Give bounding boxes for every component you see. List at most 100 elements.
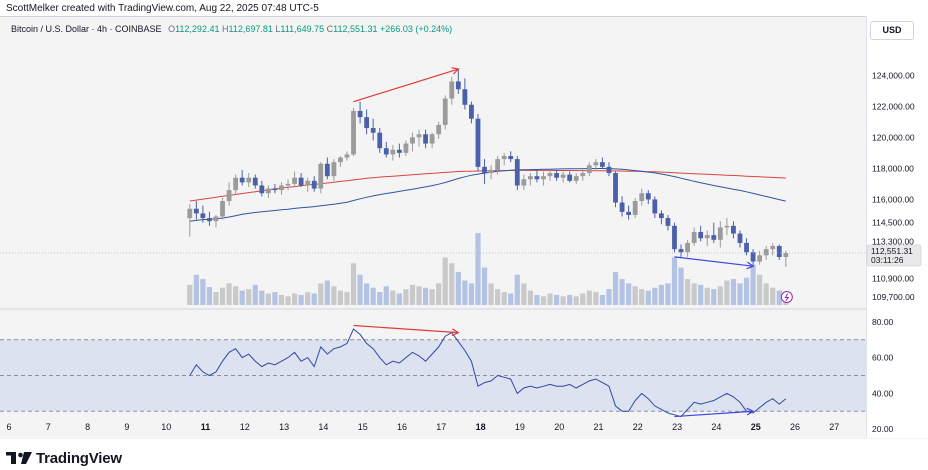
volume-bar xyxy=(645,290,651,305)
candle-body xyxy=(600,162,605,167)
candle-body xyxy=(357,110,363,118)
candle-body xyxy=(580,173,586,177)
volume-bar xyxy=(586,290,592,305)
volume-bar xyxy=(527,290,533,305)
countdown-timer: 03:11:26 xyxy=(871,255,904,265)
candle-body xyxy=(573,176,579,181)
candle-body xyxy=(462,89,468,105)
candle-body xyxy=(318,163,324,189)
volume-bar xyxy=(416,286,422,305)
chart-legend: Bitcoin / U.S. Dollar · 4h · COINBASE O 1… xyxy=(11,24,452,34)
candle-body xyxy=(521,179,527,186)
volume-bar xyxy=(213,292,219,305)
rsi-tick-label: 40.00 xyxy=(872,388,894,398)
candle-body xyxy=(213,216,219,222)
time-tick-label: 9 xyxy=(124,422,129,432)
volume-bar xyxy=(468,283,475,305)
price-tick-label: 118,000.00 xyxy=(872,163,914,173)
volume-bar xyxy=(665,283,671,305)
time-tick-label: 11 xyxy=(201,422,211,432)
candle-body xyxy=(272,188,278,191)
time-tick-label: 17 xyxy=(436,422,446,432)
candle-body xyxy=(429,134,435,144)
volume-bar xyxy=(547,293,553,305)
volume-bar xyxy=(717,286,723,305)
candle-body xyxy=(193,208,199,214)
time-tick-label: 21 xyxy=(593,422,603,432)
low-value: 111,649.75 xyxy=(280,24,325,34)
close-label: C xyxy=(326,24,334,34)
volume-bar xyxy=(193,274,199,305)
open-label: O xyxy=(168,24,176,34)
candle-body xyxy=(311,180,317,189)
candle-body xyxy=(220,200,225,217)
candle-body xyxy=(324,163,330,177)
volume-bar xyxy=(508,293,514,305)
time-tick-label: 15 xyxy=(358,422,368,432)
volume-bar xyxy=(488,283,494,305)
volume-bar xyxy=(219,287,226,305)
candle-body xyxy=(554,173,559,178)
volume-bar xyxy=(265,293,271,305)
candle-body xyxy=(239,177,245,183)
volume-bar xyxy=(612,271,619,305)
rsi-tick-label: 20.00 xyxy=(872,424,894,434)
volume-bar xyxy=(350,263,357,305)
divergence-line xyxy=(353,324,459,334)
time-tick-label: 23 xyxy=(672,422,682,432)
time-tick-label: 20 xyxy=(554,422,564,432)
volume-bar xyxy=(259,290,265,305)
candle-body xyxy=(560,174,566,178)
volume-bar xyxy=(580,293,586,305)
candle-body xyxy=(488,169,494,174)
candle-body xyxy=(449,81,455,99)
candle-body xyxy=(770,246,776,250)
candle-body xyxy=(455,81,461,90)
rsi-line xyxy=(189,328,787,418)
time-tick-label: 26 xyxy=(790,422,800,432)
volume-bar xyxy=(619,279,625,305)
candle-body xyxy=(377,132,383,149)
time-tick-label: 24 xyxy=(711,422,721,432)
candle-body xyxy=(501,155,507,160)
divergence-arrowhead xyxy=(451,67,460,75)
candle-body xyxy=(495,159,501,170)
rsi-tick-label: 80.00 xyxy=(872,317,894,327)
volume-bar xyxy=(364,283,370,305)
currency-badge[interactable]: USD xyxy=(870,21,914,40)
candle-body xyxy=(200,213,206,219)
candle-body xyxy=(285,183,291,186)
volume-bar xyxy=(396,293,402,305)
time-tick-label: 16 xyxy=(397,422,407,432)
candle-body xyxy=(776,246,782,258)
time-tick-label: 7 xyxy=(46,422,51,432)
volume-bar xyxy=(711,289,717,305)
volume-bar xyxy=(409,284,416,305)
rsi-pane xyxy=(0,328,866,418)
price-tick-label: 114,500.00 xyxy=(872,218,914,228)
divergence-arrowhead xyxy=(746,261,755,270)
volume-bar xyxy=(737,283,743,305)
volume-bar xyxy=(757,274,763,305)
last-price-tag xyxy=(866,244,922,267)
candles-layer xyxy=(187,69,789,267)
close-value: 112,551.31 xyxy=(333,24,378,34)
candle-body xyxy=(338,157,343,163)
time-tick-label: 27 xyxy=(829,422,839,432)
volume-bar xyxy=(233,286,239,305)
divergence-line xyxy=(353,68,459,103)
volume-bar xyxy=(226,283,232,305)
price-tick-label: 109,700.00 xyxy=(872,292,915,302)
candle-body xyxy=(724,225,730,228)
candle-body xyxy=(187,208,193,219)
candle-body xyxy=(370,128,376,133)
candle-body xyxy=(469,104,474,119)
volume-bar xyxy=(455,271,461,305)
candle-body xyxy=(514,159,520,186)
volume-bar xyxy=(540,296,547,305)
candle-body xyxy=(652,199,658,214)
price-axis[interactable] xyxy=(866,16,928,438)
volume-bar xyxy=(331,286,337,305)
symbol-title[interactable]: Bitcoin / U.S. Dollar · 4h · COINBASE xyxy=(11,24,162,34)
